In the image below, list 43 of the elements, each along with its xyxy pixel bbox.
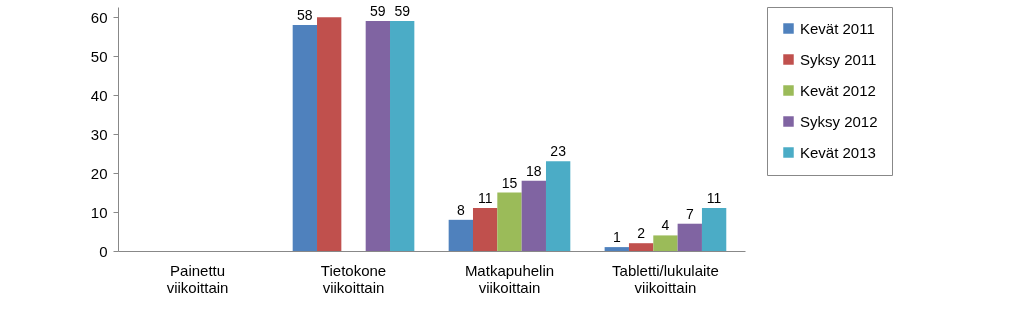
bar — [653, 235, 678, 251]
y-tick-label: 30 — [90, 125, 108, 143]
x-tick-label: Tietokone viikoittain — [320, 261, 387, 296]
data-label: 15 — [501, 174, 518, 191]
bar — [292, 24, 318, 251]
data-label: 7 — [685, 205, 694, 222]
y-tick-label: 60 — [90, 8, 108, 26]
y-tick-label: 20 — [90, 164, 108, 182]
legend-label: Syksy 2011 — [800, 50, 877, 68]
bar — [521, 180, 546, 251]
bar — [497, 192, 522, 251]
bar — [472, 208, 498, 251]
legend-label: Kevät 2012 — [800, 81, 876, 99]
data-label: 11 — [477, 190, 493, 207]
data-label: 59 — [394, 3, 411, 20]
y-tick-label: 0 — [99, 242, 108, 260]
y-tick-label: 50 — [90, 47, 108, 65]
legend-label: Kevät 2013 — [800, 143, 876, 161]
bar — [628, 243, 654, 251]
data-label: 4 — [661, 217, 670, 234]
data-label: 18 — [526, 162, 542, 179]
bar — [317, 17, 342, 251]
data-label: 1 — [612, 229, 621, 246]
bar — [604, 247, 629, 251]
x-tick-label: Matkapuhelin viikoittain — [464, 261, 555, 296]
bar — [701, 208, 727, 251]
y-tick-label: 10 — [90, 203, 108, 221]
data-label: 23 — [550, 143, 567, 160]
bar — [365, 21, 391, 251]
x-tick-label: Painettu viikoittain — [166, 261, 229, 296]
bar — [677, 223, 702, 251]
x-tick-label: Tabletti/lukulaite viikoittain — [612, 261, 719, 296]
data-label: 59 — [370, 3, 386, 20]
bar — [545, 161, 571, 251]
data-label: 8 — [456, 201, 465, 218]
bar — [390, 21, 415, 251]
y-tick-label: 40 — [90, 86, 108, 104]
data-label: 2 — [637, 225, 646, 242]
bar — [448, 219, 473, 251]
legend-label: Kevät 2011 — [800, 19, 875, 37]
legend-label: Syksy 2012 — [800, 112, 878, 130]
data-label: 11 — [706, 190, 722, 207]
data-label: 58 — [297, 6, 313, 23]
